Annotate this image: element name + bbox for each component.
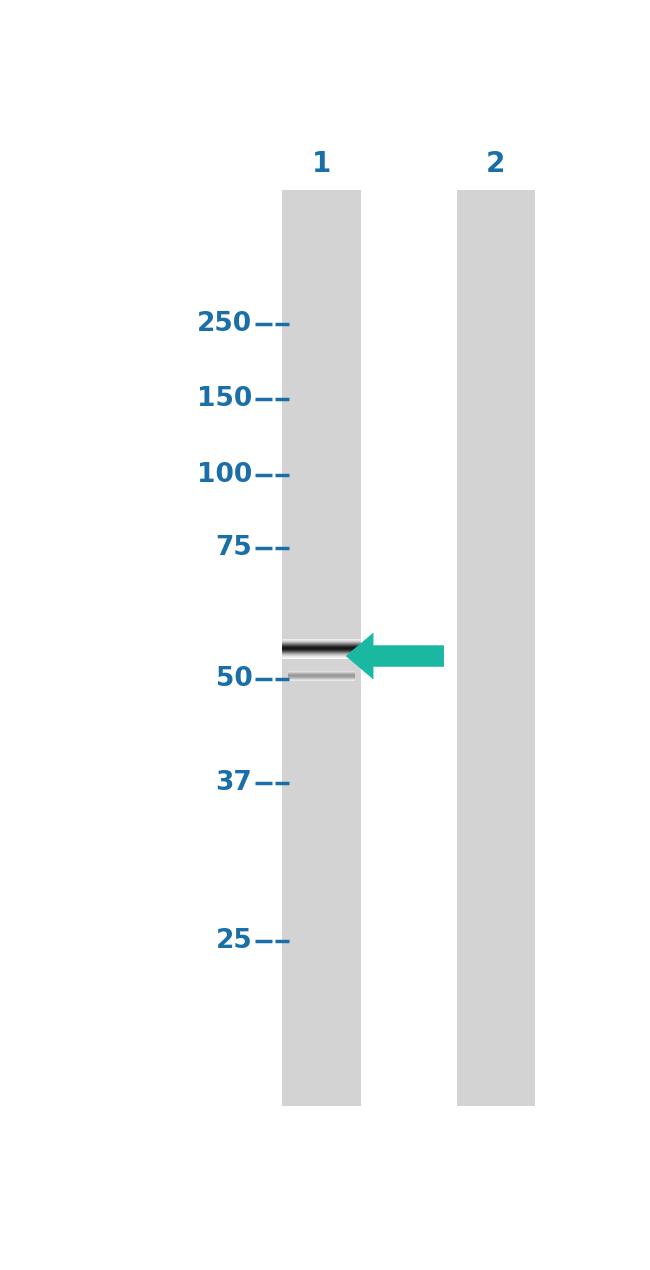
- Text: 37: 37: [216, 770, 252, 796]
- Bar: [283, 189, 361, 1106]
- Text: 150: 150: [197, 386, 252, 411]
- Text: 75: 75: [216, 536, 252, 561]
- Text: 50: 50: [216, 665, 252, 691]
- Text: 1: 1: [312, 150, 331, 178]
- Text: 100: 100: [197, 462, 252, 488]
- Bar: [457, 189, 535, 1106]
- FancyArrow shape: [346, 632, 444, 679]
- Text: 2: 2: [486, 150, 506, 178]
- Text: 250: 250: [197, 311, 252, 337]
- Text: 25: 25: [216, 927, 252, 954]
